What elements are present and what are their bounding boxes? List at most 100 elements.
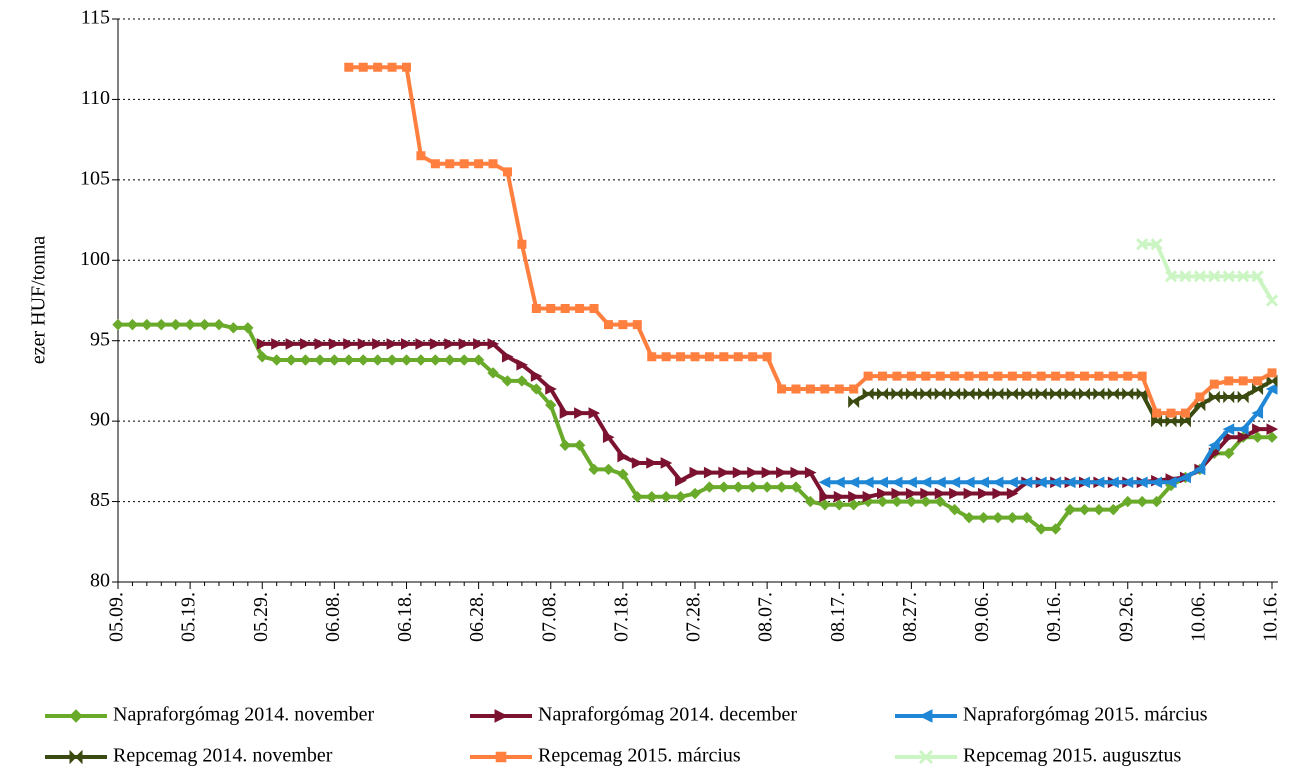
marker (1166, 408, 1176, 418)
legend-label: Repcemag 2015. augusztus (963, 745, 1181, 767)
marker (920, 387, 932, 401)
y-tick-label: 100 (80, 248, 110, 270)
marker (530, 383, 543, 395)
marker (631, 491, 644, 503)
marker (1180, 408, 1190, 418)
marker (516, 375, 528, 387)
y-tick-label: 110 (81, 87, 110, 109)
marker (1064, 387, 1076, 401)
marker (919, 476, 932, 489)
marker (357, 354, 369, 366)
marker (862, 387, 874, 401)
marker (573, 439, 586, 451)
marker (819, 499, 831, 511)
marker (1252, 382, 1264, 396)
marker (992, 511, 1004, 524)
marker (112, 318, 124, 331)
marker (1152, 408, 1162, 418)
legend-marker (495, 751, 507, 763)
marker (1122, 495, 1134, 508)
marker (1035, 523, 1047, 535)
marker (1136, 238, 1149, 251)
marker (719, 352, 729, 362)
marker (1107, 387, 1119, 401)
marker (1150, 476, 1163, 489)
marker (964, 371, 974, 381)
marker (1223, 390, 1235, 404)
marker (819, 490, 831, 503)
series-line (1142, 242, 1274, 302)
x-tick-label: 09.06. (971, 592, 993, 642)
marker (1049, 476, 1062, 489)
marker (849, 384, 859, 394)
marker (963, 511, 975, 524)
marker (545, 399, 557, 411)
marker (647, 352, 657, 362)
marker (1078, 387, 1090, 401)
marker (458, 354, 470, 366)
marker (1021, 387, 1033, 401)
marker (299, 354, 312, 366)
marker (373, 62, 383, 72)
marker (833, 476, 845, 489)
marker (703, 466, 716, 479)
marker (169, 318, 182, 331)
x-tick-label: 05.19. (178, 592, 200, 642)
marker (1093, 387, 1105, 401)
series-line (348, 65, 1273, 416)
marker (1151, 414, 1163, 428)
marker (372, 338, 384, 350)
x-tick-label: 10.06. (1187, 592, 1209, 642)
marker (833, 490, 846, 503)
marker (703, 481, 716, 493)
marker (328, 354, 341, 366)
marker (979, 371, 988, 381)
marker (416, 151, 426, 161)
marker (603, 320, 613, 330)
marker (718, 466, 730, 479)
marker (934, 387, 946, 401)
marker (400, 354, 413, 366)
marker (1266, 374, 1278, 388)
marker (950, 371, 960, 381)
marker (676, 352, 686, 362)
marker (992, 487, 1005, 500)
marker (1266, 431, 1278, 443)
y-axis-label: ezer HUF/tonna (28, 236, 50, 364)
marker (848, 395, 860, 409)
marker (545, 383, 557, 395)
marker (1179, 414, 1191, 428)
marker (1193, 270, 1206, 283)
marker (1150, 495, 1163, 508)
x-tick-label: 08.17. (827, 592, 849, 642)
x-tick-label: 06.08. (322, 592, 344, 642)
marker (242, 322, 254, 334)
marker (1251, 407, 1264, 419)
marker (343, 354, 355, 366)
marker (444, 354, 456, 366)
marker (906, 371, 916, 381)
marker (1179, 270, 1192, 283)
marker (1252, 423, 1264, 435)
marker (1150, 238, 1163, 251)
x-tick-label: 06.18. (394, 592, 416, 642)
marker (1035, 387, 1047, 401)
x-tick-label: 09.16. (1043, 592, 1065, 642)
marker (1063, 476, 1076, 489)
x-tick-label: 10.16. (1260, 592, 1282, 642)
marker (1123, 371, 1133, 381)
marker (227, 322, 240, 334)
marker (934, 476, 946, 489)
marker (1006, 387, 1018, 401)
marker (1136, 495, 1148, 508)
marker (892, 371, 902, 381)
x-tick-label: 08.07. (755, 592, 777, 642)
marker (877, 387, 889, 401)
marker (747, 466, 759, 479)
marker (1078, 476, 1090, 489)
marker (602, 431, 615, 444)
marker (861, 476, 874, 489)
legend-marker (69, 709, 83, 723)
legend-marker (69, 749, 83, 765)
